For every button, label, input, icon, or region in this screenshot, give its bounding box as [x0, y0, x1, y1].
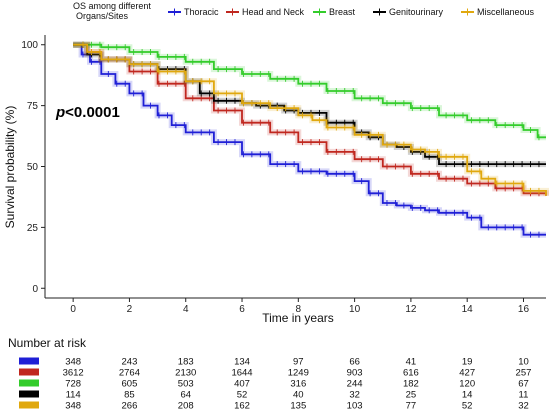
- y-tick-label-75: 75: [27, 101, 39, 112]
- risk-count: 2764: [119, 368, 140, 379]
- risk-count: 348: [65, 357, 81, 368]
- risk-count: 52: [462, 401, 473, 412]
- legend-label-genitourinary: Genitourinary: [389, 7, 444, 17]
- risk-row-swatch-0: [19, 357, 39, 365]
- risk-count: 52: [237, 390, 248, 401]
- risk-row-swatch-1: [19, 368, 39, 376]
- risk-count: 103: [347, 401, 363, 412]
- risk-count: 348: [65, 401, 81, 412]
- x-tick-label-6: 6: [239, 304, 245, 315]
- x-tick-label-14: 14: [462, 304, 474, 315]
- p-value-annotation: p<0.0001: [55, 104, 120, 121]
- risk-count: 11: [519, 390, 529, 401]
- legend: OS among different Organs/Sites Thoracic…: [73, 1, 535, 21]
- risk-count: 903: [347, 368, 363, 379]
- risk-count: 243: [122, 357, 138, 368]
- risk-count: 208: [178, 401, 194, 412]
- risk-count: 3612: [63, 368, 84, 379]
- risk-count: 85: [124, 390, 135, 401]
- risk-count: 41: [406, 357, 417, 368]
- risk-count: 40: [293, 390, 304, 401]
- risk-count: 120: [459, 379, 475, 390]
- legend-label-breast: Breast: [329, 7, 356, 17]
- x-tick-label-0: 0: [70, 304, 76, 315]
- risk-count: 427: [459, 368, 475, 379]
- legend-label-head-and-neck: Head and Neck: [242, 7, 305, 17]
- risk-count: 67: [518, 379, 529, 390]
- legend-label-miscellaneous: Miscellaneous: [477, 7, 535, 17]
- risk-table: Number at risk 348 243 183 134 97 66 41 19 10361…: [8, 336, 531, 412]
- risk-count: 182: [403, 379, 419, 390]
- risk-count: 616: [403, 368, 419, 379]
- risk-count: 77: [406, 401, 417, 412]
- censor-marks-miscellaneous: [82, 41, 540, 194]
- risk-count: 2130: [175, 368, 196, 379]
- series-line-breast: [73, 43, 546, 139]
- x-tick-label-10: 10: [349, 304, 361, 315]
- risk-row-swatch-2: [19, 379, 39, 387]
- risk-count: 32: [518, 401, 529, 412]
- risk-count: 32: [349, 390, 360, 401]
- censor-marks-breast: [82, 41, 540, 141]
- x-axis-title: Time in years: [262, 311, 334, 325]
- censor-marks-thoracic: [82, 51, 540, 238]
- risk-count: 162: [234, 401, 250, 412]
- x-tick-label-16: 16: [518, 304, 530, 315]
- risk-count: 503: [178, 379, 194, 390]
- y-tick-label-0: 0: [32, 284, 38, 295]
- series-line-miscellaneous: [73, 43, 547, 196]
- legend-title-line2: Organs/Sites: [76, 11, 129, 21]
- risk-count: 14: [462, 390, 473, 401]
- series-line-thoracic: [73, 43, 546, 236]
- risk-count: 114: [66, 390, 81, 401]
- risk-count: 728: [65, 379, 81, 390]
- risk-count: 407: [234, 379, 250, 390]
- risk-count: 1249: [288, 368, 309, 379]
- risk-count: 266: [122, 401, 138, 412]
- risk-count: 1644: [231, 368, 252, 379]
- y-tick-label-100: 100: [21, 40, 38, 51]
- risk-count: 19: [462, 357, 473, 368]
- risk-row-swatch-4: [19, 401, 39, 409]
- y-tick-label-50: 50: [27, 162, 39, 173]
- risk-count: 257: [516, 368, 532, 379]
- risk-count: 97: [293, 357, 304, 368]
- series-line-head-and-neck: [73, 43, 547, 196]
- plot-area: 0 25 50 75 100 0 2 4 6 8 10 12 14 16: [21, 35, 549, 315]
- risk-count: 66: [349, 357, 360, 368]
- p-value-prefix: p: [55, 104, 65, 121]
- risk-count: 605: [122, 379, 138, 390]
- risk-table-title: Number at risk: [8, 336, 87, 350]
- risk-count: 64: [180, 390, 191, 401]
- x-tick-label-12: 12: [405, 304, 417, 315]
- risk-count: 25: [406, 390, 417, 401]
- risk-count: 244: [347, 379, 363, 390]
- risk-row-swatch-3: [19, 390, 39, 398]
- x-tick-label-8: 8: [296, 304, 302, 315]
- legend-label-thoracic: Thoracic: [184, 7, 219, 17]
- p-value-text: <0.0001: [65, 104, 120, 121]
- legend-title-line1: OS among different: [73, 1, 151, 11]
- risk-count: 134: [234, 357, 250, 368]
- y-tick-label-25: 25: [27, 223, 39, 234]
- risk-count: 10: [518, 357, 529, 368]
- risk-count: 183: [178, 357, 194, 368]
- x-tick-label-2: 2: [127, 304, 133, 315]
- x-tick-label-4: 4: [183, 304, 189, 315]
- risk-count: 316: [290, 379, 306, 390]
- y-axis-title: Survival probability (%): [3, 106, 17, 229]
- risk-count: 135: [290, 401, 306, 412]
